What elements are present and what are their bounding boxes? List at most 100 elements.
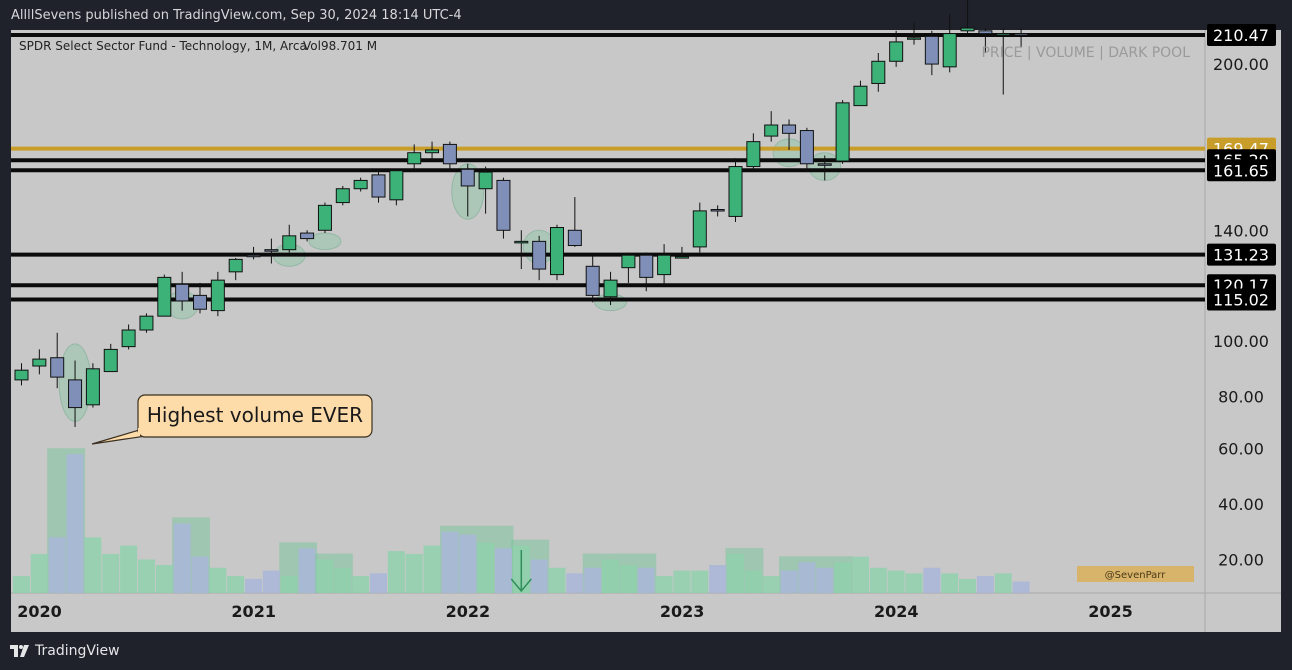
- volume-bar: [673, 570, 691, 593]
- candle: [657, 244, 672, 286]
- candle: [85, 363, 100, 408]
- time-axis: 2020 2021 2022 2023 2024 2025: [17, 602, 1133, 621]
- candle: [871, 52, 886, 92]
- volume-bar: [691, 570, 709, 593]
- price-level-badge: [1207, 159, 1276, 182]
- volume-bar: [245, 578, 263, 593]
- candle-body: [978, 30, 993, 35]
- candle: [50, 332, 65, 389]
- author-tag: @SevenParr: [1077, 566, 1194, 582]
- price-level-label: 115.02: [1213, 290, 1269, 309]
- volume-bar: [298, 548, 316, 593]
- candle-body: [157, 276, 172, 317]
- candle: [121, 324, 136, 350]
- candle: [103, 343, 118, 373]
- price-axis-tick: 20.00: [1218, 551, 1264, 570]
- candle-body: [228, 258, 243, 273]
- candle: [996, 28, 1011, 95]
- candle: [460, 163, 475, 217]
- volume-bar: [423, 545, 441, 593]
- candle: [157, 274, 172, 317]
- price-axis-tick: 60.00: [1218, 440, 1264, 459]
- volume-bar: [869, 567, 887, 593]
- candle-body: [85, 368, 100, 406]
- volume-bar: [887, 570, 905, 593]
- candle: [442, 141, 457, 173]
- volume-bar: [48, 537, 66, 593]
- candle: [139, 313, 154, 333]
- volume-bar: [941, 573, 959, 593]
- candle-body: [782, 124, 797, 134]
- candle-body: [835, 102, 850, 162]
- candle: [300, 230, 315, 242]
- price-axis-tick: 40.00: [1218, 495, 1264, 514]
- volume-bar: [1012, 581, 1030, 593]
- candle-body: [639, 254, 654, 278]
- volume-bar: [798, 562, 816, 593]
- candle-body: [121, 329, 136, 348]
- candle-body: [674, 256, 689, 259]
- candle: [746, 133, 761, 170]
- candle: [317, 202, 332, 234]
- volume-bar: [923, 567, 941, 593]
- candle-body: [532, 240, 547, 270]
- candle: [68, 360, 83, 427]
- price-axis-tick: 80.00: [1218, 388, 1264, 407]
- candle-body: [799, 130, 814, 165]
- time-axis-tick: 2021: [231, 602, 276, 621]
- callout-box: [137, 394, 373, 438]
- candle-body: [692, 210, 707, 248]
- candle-body: [996, 33, 1011, 36]
- candle: [282, 224, 297, 253]
- candle-body: [103, 348, 118, 373]
- candle: [210, 271, 225, 317]
- candle-body: [389, 170, 404, 201]
- candle-body: [68, 379, 83, 409]
- candle: [1014, 28, 1029, 48]
- candle-body: [550, 227, 564, 276]
- volume-label: Vol98.701 M: [303, 39, 377, 53]
- candle-body: [1014, 33, 1029, 36]
- price-level-badge: [1207, 243, 1276, 266]
- candle: [567, 197, 582, 247]
- volume-bar: [619, 565, 637, 593]
- candle: [175, 271, 190, 311]
- candle: [889, 30, 904, 67]
- volume-bar: [280, 576, 298, 593]
- price-level-label: 131.23: [1213, 246, 1269, 265]
- publish-info: AllllSevens published on TradingView.com…: [11, 8, 462, 23]
- candle-body: [567, 229, 582, 247]
- candle-body: [282, 235, 297, 251]
- author-tag-box: [1077, 566, 1194, 582]
- candle: [799, 127, 814, 173]
- down-arrow-icon: [510, 550, 532, 593]
- watermark: PRICE | VOLUME | DARK POOL: [981, 45, 1190, 61]
- volume-bar: [548, 567, 566, 593]
- candle-body: [603, 279, 618, 298]
- candle-body: [764, 124, 779, 137]
- footer-brand[interactable]: TradingView: [35, 643, 120, 659]
- tradingview-logo-icon: [10, 645, 29, 657]
- candle-body: [924, 35, 939, 65]
- candle-body: [442, 143, 457, 165]
- candle: [14, 363, 29, 386]
- volume-bar: [155, 565, 173, 593]
- time-axis-tick: 2022: [446, 602, 491, 621]
- candle: [817, 155, 832, 181]
- price-level-label: 161.65: [1213, 161, 1269, 180]
- candle: [782, 119, 797, 150]
- annotation-callout: Highest volume EVER: [91, 394, 373, 445]
- chart-background: [11, 30, 1281, 632]
- candle: [621, 252, 636, 283]
- candle-body: [478, 171, 493, 190]
- price-level-label: 210.47: [1213, 26, 1269, 45]
- candle: [228, 257, 243, 281]
- candle-body: [264, 249, 279, 252]
- candle-body: [175, 283, 190, 302]
- price-axis: 210.47169.47165.29161.65131.23120.17115.…: [1207, 24, 1276, 570]
- candle: [728, 158, 743, 222]
- volume-bar: [744, 570, 762, 593]
- volume-bar: [66, 454, 84, 593]
- candle-body: [353, 179, 368, 190]
